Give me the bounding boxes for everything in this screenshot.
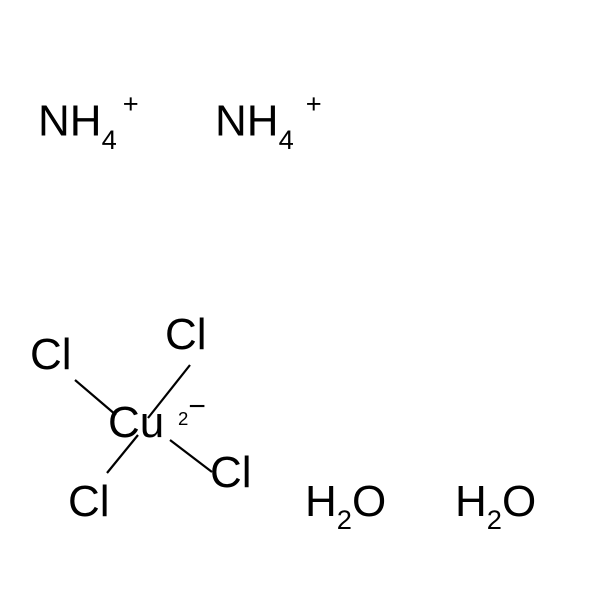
cl-bl-text: Cl xyxy=(68,477,110,526)
h2o1-sub: 2 xyxy=(337,504,352,535)
cu-charge-post: − xyxy=(188,390,206,423)
nh4-right-main: NH xyxy=(215,97,279,146)
chlorine-left: Cl xyxy=(30,330,72,380)
copper-charge: 2− xyxy=(178,390,206,428)
nh4-left-sup: + xyxy=(123,88,139,119)
h2o2-sub: 2 xyxy=(487,504,502,535)
water-1: H2O xyxy=(305,477,386,533)
copper-atom: Cu xyxy=(108,398,164,448)
nh4-right-sup: + xyxy=(306,88,322,119)
chlorine-bl: Cl xyxy=(68,477,110,527)
h2o1-o: O xyxy=(352,477,386,526)
nh4-right-sub: 4 xyxy=(279,124,294,155)
cl-br-text: Cl xyxy=(210,448,252,497)
ammonium-right: NH4+ xyxy=(215,95,322,152)
bond-cu-cl-br xyxy=(170,440,212,472)
cl-left-text: Cl xyxy=(30,330,72,379)
ammonium-left: NH4+ xyxy=(38,95,139,152)
cu-text: Cu xyxy=(108,398,164,447)
nh4-left-main: NH xyxy=(38,97,102,146)
h2o1-h: H xyxy=(305,477,337,526)
cu-charge-sub: 2 xyxy=(178,408,188,429)
cl-top-text: Cl xyxy=(165,310,207,359)
nh4-left-sub: 4 xyxy=(102,124,117,155)
h2o2-h: H xyxy=(455,477,487,526)
water-2: H2O xyxy=(455,477,536,533)
h2o2-o: O xyxy=(502,477,536,526)
chlorine-top: Cl xyxy=(165,310,207,360)
chlorine-br: Cl xyxy=(210,448,252,498)
